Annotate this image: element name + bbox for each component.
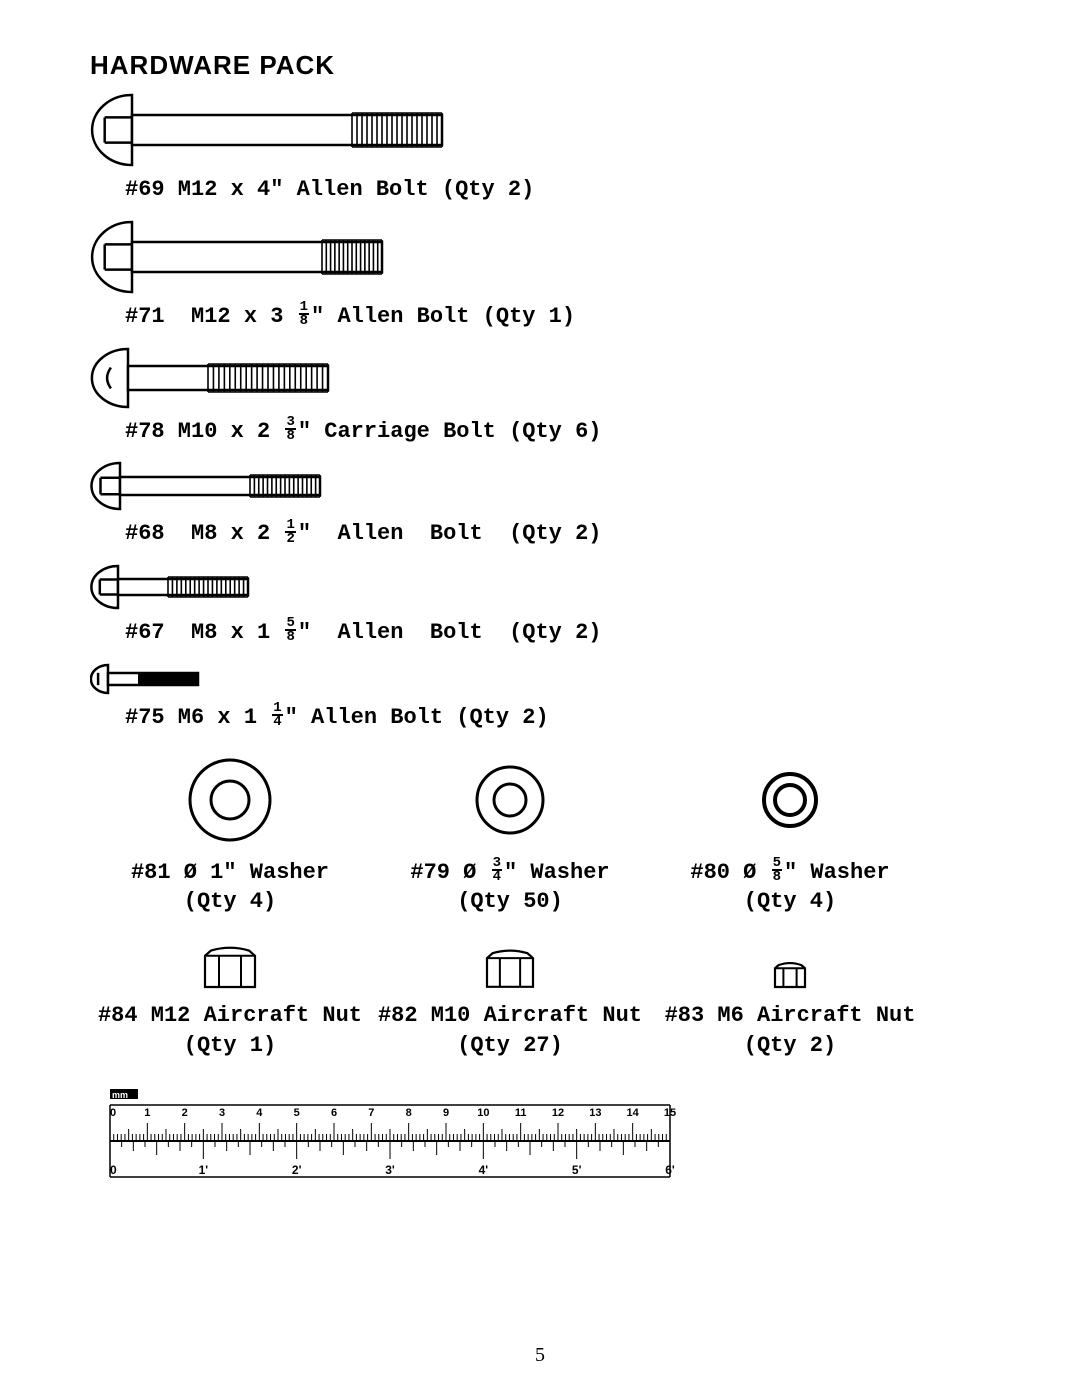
washer-icon <box>758 768 822 832</box>
washer-item: #80 Ø 58" Washer(Qty 4) <box>650 752 930 917</box>
bolt-icon <box>90 663 204 695</box>
svg-text:4': 4' <box>479 1163 489 1177</box>
svg-text:0: 0 <box>110 1107 116 1119</box>
svg-text:11: 11 <box>515 1107 527 1119</box>
bolt-icon <box>90 564 254 610</box>
ruler-icon: mm012345678910111213141501'2'3'4'5'6' <box>100 1087 680 1197</box>
svg-text:5: 5 <box>294 1107 300 1119</box>
ruler: mm012345678910111213141501'2'3'4'5'6' <box>100 1087 990 1197</box>
svg-text:7: 7 <box>368 1107 374 1119</box>
hardware-label: #67 M8 x 1 58" Allen Bolt (Qty 2) <box>125 618 990 649</box>
nut-row: #84 M12 Aircraft Nut(Qty 1)#82 M10 Aircr… <box>90 931 990 1060</box>
hardware-label: #68 M8 x 2 12" Allen Bolt (Qty 2) <box>125 519 990 550</box>
nut-item: #84 M12 Aircraft Nut(Qty 1) <box>90 931 370 1060</box>
washer-icon <box>471 761 549 839</box>
svg-text:13: 13 <box>589 1107 601 1119</box>
svg-text:3': 3' <box>385 1163 395 1177</box>
svg-text:5': 5' <box>572 1163 582 1177</box>
svg-text:14: 14 <box>627 1107 640 1119</box>
bolt-icon <box>90 461 326 511</box>
nut-label: #83 M6 Aircraft Nut(Qty 2) <box>650 1001 930 1060</box>
svg-text:2': 2' <box>292 1163 302 1177</box>
svg-text:6': 6' <box>665 1163 675 1177</box>
washer-label: #79 Ø 34" Washer(Qty 50) <box>370 858 650 917</box>
svg-text:mm: mm <box>112 1090 128 1100</box>
svg-text:15: 15 <box>664 1107 676 1119</box>
hardware-item: #71 M12 x 3 18" Allen Bolt (Qty 1) <box>90 220 990 333</box>
hardware-item: #68 M8 x 2 12" Allen Bolt (Qty 2) <box>90 461 990 550</box>
svg-text:12: 12 <box>552 1107 564 1119</box>
page-number: 5 <box>0 1344 1080 1367</box>
svg-text:3: 3 <box>219 1107 225 1119</box>
page: HARDWARE PACK #69 M12 x 4" Allen Bolt (Q… <box>90 50 990 1197</box>
washer-row: #81 Ø 1" Washer(Qty 4)#79 Ø 34" Washer(Q… <box>90 752 990 917</box>
nut-icon <box>201 943 259 991</box>
svg-text:8: 8 <box>406 1107 412 1119</box>
nut-item: #82 M10 Aircraft Nut(Qty 27) <box>370 931 650 1060</box>
bolt-icon <box>90 93 448 167</box>
hardware-item: #67 M8 x 1 58" Allen Bolt (Qty 2) <box>90 564 990 649</box>
nut-label: #82 M10 Aircraft Nut(Qty 27) <box>370 1001 650 1060</box>
nut-icon <box>771 959 809 991</box>
svg-text:2: 2 <box>182 1107 188 1119</box>
nut-item: #83 M6 Aircraft Nut(Qty 2) <box>650 931 930 1060</box>
washer-label: #81 Ø 1" Washer(Qty 4) <box>90 858 370 917</box>
bolt-list: #69 M12 x 4" Allen Bolt (Qty 2) #71 M12 x… <box>90 93 990 734</box>
washer-item: #81 Ø 1" Washer(Qty 4) <box>90 752 370 917</box>
svg-text:6: 6 <box>331 1107 337 1119</box>
svg-text:0: 0 <box>110 1163 117 1177</box>
hardware-item: #69 M12 x 4" Allen Bolt (Qty 2) <box>90 93 990 206</box>
svg-text:4: 4 <box>256 1107 263 1119</box>
svg-text:9: 9 <box>443 1107 449 1119</box>
page-title: HARDWARE PACK <box>90 50 990 81</box>
washer-icon <box>184 754 276 846</box>
bolt-icon <box>90 220 388 294</box>
hardware-label: #69 M12 x 4" Allen Bolt (Qty 2) <box>125 175 990 206</box>
nut-icon <box>483 946 537 991</box>
svg-text:1: 1 <box>144 1107 150 1119</box>
svg-text:1': 1' <box>199 1163 209 1177</box>
hardware-label: #75 M6 x 1 14" Allen Bolt (Qty 2) <box>125 703 990 734</box>
washer-item: #79 Ø 34" Washer(Qty 50) <box>370 752 650 917</box>
bolt-icon <box>90 347 334 409</box>
hardware-item: #75 M6 x 1 14" Allen Bolt (Qty 2) <box>90 663 990 734</box>
nut-label: #84 M12 Aircraft Nut(Qty 1) <box>90 1001 370 1060</box>
hardware-label: #78 M10 x 2 38" Carriage Bolt (Qty 6) <box>125 417 990 448</box>
svg-text:10: 10 <box>477 1107 489 1119</box>
hardware-label: #71 M12 x 3 18" Allen Bolt (Qty 1) <box>125 302 990 333</box>
hardware-item: #78 M10 x 2 38" Carriage Bolt (Qty 6) <box>90 347 990 448</box>
washer-label: #80 Ø 58" Washer(Qty 4) <box>650 858 930 917</box>
